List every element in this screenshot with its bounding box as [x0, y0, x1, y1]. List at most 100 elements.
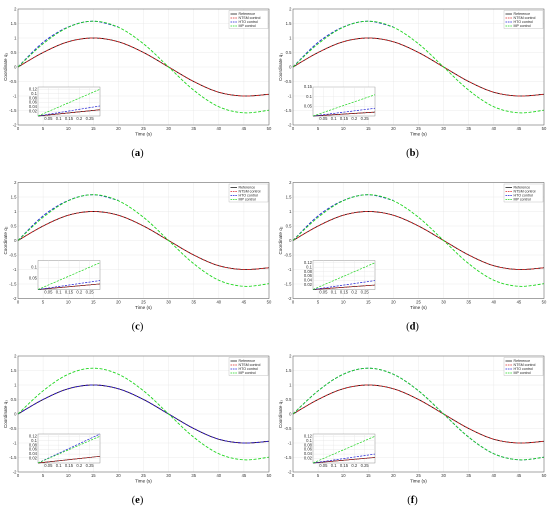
inset-series-line-2 [37, 109, 101, 117]
x-tick-label: 45 [242, 473, 247, 478]
inset-x-tick-label: 0.05 [319, 116, 328, 121]
y-tick-label: 1 [289, 35, 292, 40]
series-line-2 [17, 37, 270, 97]
x-axis-label: Time (s) [135, 479, 152, 484]
panel-letter: d [410, 322, 416, 333]
x-tick-label: 45 [517, 126, 522, 131]
y-axis-label: Coordinate q₂ [278, 226, 283, 254]
x-tick-label: 25 [141, 126, 146, 131]
legend-label-4: MP control [514, 24, 531, 28]
inset-y-tick-label: 0.08 [304, 442, 313, 447]
inset-y-tick-label: 0.1 [31, 438, 37, 443]
x-tick-label: 20 [116, 473, 121, 478]
x-tick-label: 5 [317, 300, 320, 305]
inset-x-tick-label: 0.1 [56, 289, 62, 294]
x-tick-label: 10 [341, 126, 346, 131]
legend-label-3: HTO control [514, 367, 534, 371]
inset-y-tick-label: 0.02 [304, 456, 313, 461]
inset-plot: 0.05 0.1 0.15 0.2 0.250.050.10.15 [304, 84, 376, 121]
x-tick-label: 30 [441, 126, 446, 131]
x-tick-label: 35 [466, 473, 471, 478]
inset-x-tick-label: 0.25 [361, 463, 370, 468]
chart-panel-2: 0 5 10 15 20 25 30 35 40 45 50 -2 -1.5 -1 -0.5 0 0.5 1 1.5… [278, 6, 547, 159]
inset-series-line-4 [312, 435, 376, 464]
panel-caption: (f) [407, 495, 418, 506]
legend-label-3: HTO control [239, 367, 259, 371]
inset-x-tick-label: 0.1 [56, 116, 62, 121]
inset-series-line-4 [312, 94, 376, 117]
chart-panel-5: 0 5 10 15 20 25 30 35 40 45 50 -2 -1.5 -1 -0.5 0 0.5 1 1.5… [3, 353, 272, 506]
inset-x-tick-label: 0.15 [65, 289, 74, 294]
y-tick-label: 2 [14, 6, 17, 11]
panel-caption: (c) [132, 322, 144, 333]
y-tick-label: 0.5 [286, 50, 292, 55]
plot-frame [17, 8, 270, 126]
y-tick-label: 1 [289, 209, 292, 214]
x-tick-label: 50 [267, 126, 272, 131]
inset-x-tick-label: 0.25 [86, 116, 95, 121]
inset-y-tick-label: 0.15 [304, 84, 313, 89]
x-tick-label: 45 [242, 300, 247, 305]
y-tick-label: 0.5 [286, 223, 292, 228]
x-tick-label: 20 [116, 126, 121, 131]
series-line-4 [17, 367, 270, 461]
legend-label-1: Reference [239, 12, 256, 16]
y-tick-label: 1 [14, 209, 17, 214]
legend-label-3: HTO control [514, 20, 534, 24]
inset-y-tick-label: 0.12 [304, 260, 313, 265]
x-tick-label: 0 [292, 126, 295, 131]
panel-letter: e [135, 495, 140, 506]
inset-x-tick-label: 0.05 [319, 463, 328, 468]
y-tick-label: 1.5 [11, 21, 17, 26]
inset-x-tick-label: 0.05 [44, 463, 53, 468]
x-tick-label: 10 [341, 473, 346, 478]
x-axis-label: Time (s) [410, 479, 427, 484]
inset-series-line-4 [37, 435, 101, 464]
x-tick-label: 15 [91, 126, 96, 131]
x-tick-label: 25 [141, 300, 146, 305]
legend-label-4: MP control [514, 371, 531, 375]
x-tick-label: 10 [66, 300, 71, 305]
x-tick-label: 30 [441, 300, 446, 305]
x-tick-label: 50 [267, 300, 272, 305]
y-tick-label: 0 [14, 64, 17, 69]
inset-x-tick-label: 0.25 [361, 289, 370, 294]
y-tick-label: -2 [13, 296, 17, 301]
y-tick-label: -1 [13, 440, 17, 445]
x-tick-label: 5 [42, 300, 45, 305]
legend-label-3: HTO control [239, 194, 259, 198]
y-axis-label: Coordinate q₃ [3, 400, 8, 428]
panel-letter: c [135, 322, 140, 333]
chart-panel-6: 0 5 10 15 20 25 30 35 40 45 50 -2 -1.5 -1 -0.5 0 0.5 1 1.5… [278, 353, 547, 506]
legend-box [503, 183, 544, 203]
inset-x-tick-label: 0.1 [331, 289, 337, 294]
y-tick-label: -1.5 [9, 281, 17, 286]
y-tick-label: 1.5 [11, 368, 17, 373]
x-tick-label: 0 [17, 300, 20, 305]
x-tick-label: 20 [116, 300, 121, 305]
x-tick-label: 10 [66, 126, 71, 131]
y-tick-label: -2 [288, 469, 292, 474]
x-tick-label: 50 [542, 126, 547, 131]
panel-caption: (e) [132, 495, 144, 506]
series-line-4 [17, 20, 270, 114]
y-tick-label: 1 [14, 35, 17, 40]
inset-x-tick-label: 0.1 [331, 463, 337, 468]
y-tick-label: -1.5 [9, 455, 17, 460]
inset-series-line-4 [37, 262, 101, 290]
y-tick-label: 2 [289, 6, 292, 11]
inset-x-tick-label: 0.1 [331, 116, 337, 121]
x-tick-label: 30 [441, 473, 446, 478]
y-tick-label: -0.5 [284, 426, 292, 431]
inset-plot: 0.05 0.1 0.15 0.2 0.250.050.1 [29, 260, 101, 294]
x-tick-label: 20 [391, 300, 396, 305]
inset-plot: 0.05 0.1 0.15 0.2 0.250.020.040.060.080.10.1… [29, 86, 101, 121]
inset-y-tick-label: 0.04 [304, 451, 313, 456]
y-tick-label: -0.5 [9, 426, 17, 431]
inset-y-tick-label: 0.08 [29, 95, 38, 100]
y-tick-label: -1.5 [284, 281, 292, 286]
inset-series-line-2 [312, 284, 376, 290]
y-tick-label: 0 [14, 238, 17, 243]
y-tick-label: -2 [13, 122, 17, 127]
